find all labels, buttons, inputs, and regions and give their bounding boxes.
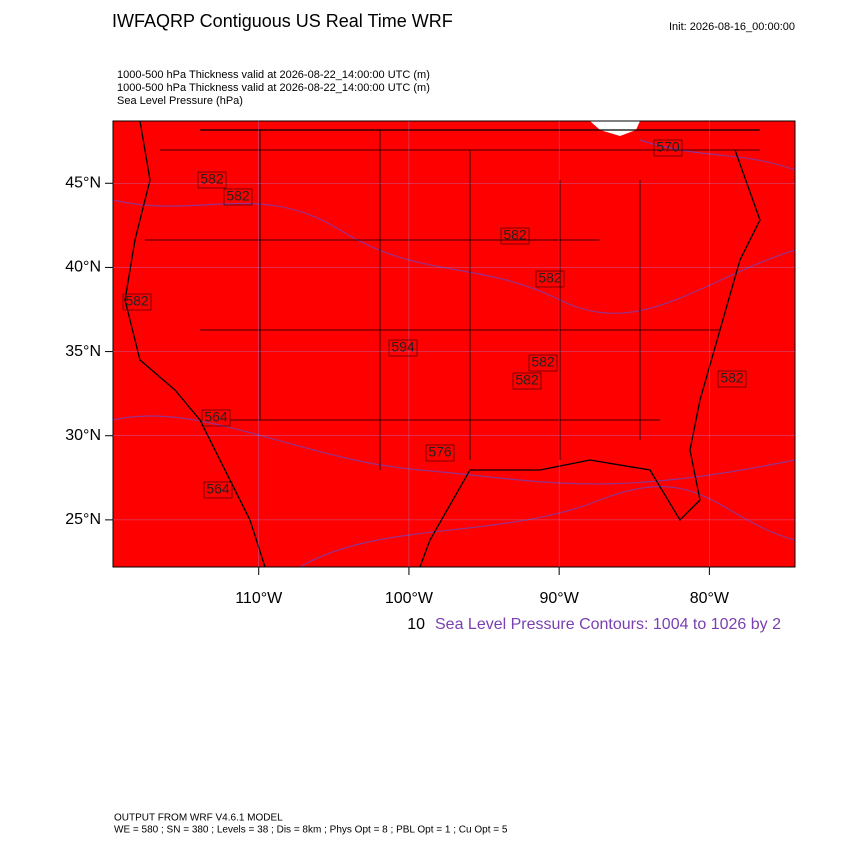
lon-tick-label: 100°W xyxy=(385,590,434,607)
map-field xyxy=(113,121,795,567)
contour-label-box xyxy=(388,339,418,357)
contour-label-box xyxy=(500,227,530,245)
lon-tick-label: 110°W xyxy=(235,590,283,607)
pressure-legend: Sea Level Pressure Contours: 1004 to 102… xyxy=(435,616,781,633)
contour-label-box xyxy=(223,188,253,206)
missing-area xyxy=(590,121,640,136)
contour-label-box xyxy=(512,372,542,390)
contour-label: 582 xyxy=(200,171,224,187)
contour-label-box xyxy=(201,409,231,427)
contour-label-box xyxy=(528,354,558,372)
subtitle: 1000-500 hPa Thickness valid at 2026-08-… xyxy=(117,69,430,81)
contour-label-box xyxy=(425,444,455,462)
contour-label: 576 xyxy=(428,444,452,460)
coastlines xyxy=(124,120,761,568)
contour-label-box xyxy=(197,171,227,189)
init-time: Init: 2026-08-16_00:00:00 xyxy=(669,21,795,33)
contour-label-box xyxy=(122,293,152,311)
lat-tick-label: 45°N xyxy=(65,174,101,191)
footer: WE = 580 ; SN = 380 ; Levels = 38 ; Dis … xyxy=(114,825,508,836)
contour-label: 594 xyxy=(391,339,415,355)
title: IWFAQRP Contiguous US Real Time WRF xyxy=(112,11,453,31)
contour-label: 582 xyxy=(125,293,149,309)
contour-label: 582 xyxy=(720,370,744,386)
subtitle: Sea Level Pressure (hPa) xyxy=(117,95,243,107)
map-frame xyxy=(112,120,796,568)
contour-label: 570 xyxy=(656,139,680,155)
lat-tick-label: 40°N xyxy=(65,259,101,276)
subtitle: 1000-500 hPa Thickness valid at 2026-08-… xyxy=(117,82,430,94)
contour-label-box xyxy=(653,139,683,157)
contour-label: 582 xyxy=(515,372,539,388)
footer: OUTPUT FROM WRF V4.6.1 MODEL xyxy=(114,813,283,824)
contour-label: 582 xyxy=(226,188,250,204)
lon-tick-label: 90°W xyxy=(540,590,580,607)
contour-label: 564 xyxy=(206,481,230,497)
contour-label: 582 xyxy=(538,270,562,286)
contour-label: 582 xyxy=(503,227,527,243)
contour-label-box xyxy=(535,270,565,288)
contour-label-box xyxy=(717,370,747,388)
lat-tick-label: 35°N xyxy=(65,343,101,360)
thickness-legend: 10 xyxy=(407,616,425,633)
contour-label: 582 xyxy=(531,354,555,370)
contour-label-box xyxy=(203,481,233,499)
lat-tick-label: 25°N xyxy=(65,511,101,528)
contour-label: 564 xyxy=(204,409,228,425)
lat-tick-label: 30°N xyxy=(65,427,101,444)
lon-tick-label: 80°W xyxy=(690,590,730,607)
